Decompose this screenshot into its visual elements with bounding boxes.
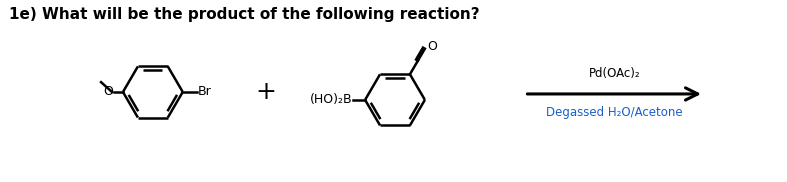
Text: Pd(OAc)₂: Pd(OAc)₂ bbox=[589, 67, 640, 80]
Text: +: + bbox=[255, 80, 276, 104]
Text: Degassed H₂O/Acetone: Degassed H₂O/Acetone bbox=[546, 106, 682, 119]
Text: (HO)₂B: (HO)₂B bbox=[309, 93, 352, 106]
Text: 1e) What will be the product of the following reaction?: 1e) What will be the product of the foll… bbox=[9, 7, 480, 22]
Text: O: O bbox=[427, 40, 438, 53]
Text: Br: Br bbox=[198, 86, 212, 98]
Text: O: O bbox=[103, 86, 113, 98]
